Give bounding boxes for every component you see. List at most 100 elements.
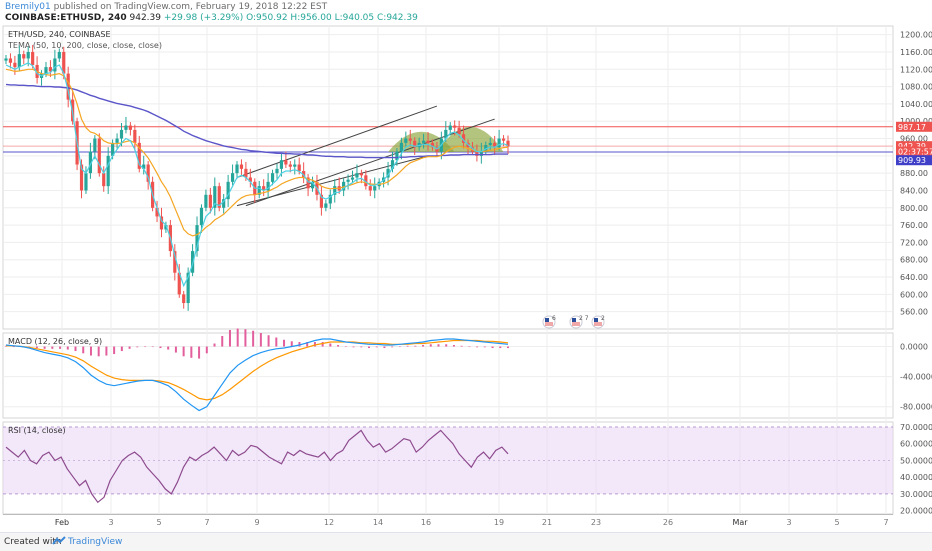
- macd-histogram-bar: [437, 344, 440, 347]
- price-tick-label: 1040.00: [900, 100, 932, 109]
- macd-histogram-bar: [507, 346, 509, 349]
- candle-body: [4, 58, 8, 61]
- macd-histogram-bar: [460, 345, 463, 347]
- candle-body: [479, 151, 483, 156]
- candle-body: [275, 168, 279, 174]
- macd-histogram-bar: [89, 346, 92, 356]
- macd-histogram-bar: [275, 337, 278, 347]
- candle-body: [8, 58, 13, 63]
- macd-tick-label: -40.0000: [900, 373, 932, 382]
- candle-body: [159, 216, 164, 230]
- macd-histogram-bar: [213, 343, 216, 347]
- price-tick-label: 720.00: [900, 238, 928, 247]
- x-tick-label: Mar: [732, 518, 748, 527]
- candle-body: [413, 140, 417, 148]
- ohlc-close: C:942.39: [377, 13, 418, 23]
- candle-body: [173, 251, 177, 273]
- tema-legend: TEMA (50, 10, 200, close, close, close): [7, 41, 162, 50]
- macd-signal-line: [6, 339, 509, 401]
- macd-histogram-bar: [367, 346, 370, 349]
- macd-histogram-bar: [66, 346, 69, 350]
- macd-line: [5, 338, 509, 412]
- candle-body: [177, 272, 181, 295]
- candle-body: [368, 186, 372, 191]
- macd-histogram-bar: [128, 346, 131, 349]
- macd-histogram-bar: [406, 345, 409, 347]
- macd-histogram-bar: [422, 345, 425, 347]
- footer: Created with TradingView: [0, 532, 932, 551]
- candle-body: [426, 140, 430, 143]
- macd-histogram-bar: [252, 330, 255, 347]
- macd-histogram-bar: [337, 345, 340, 347]
- macd-histogram-bar: [267, 335, 270, 347]
- macd-histogram-bar: [476, 346, 479, 348]
- candle-body: [195, 225, 199, 252]
- change: +29.98: [163, 13, 198, 23]
- x-tick-label: 3: [108, 518, 113, 527]
- candle-body: [373, 186, 377, 191]
- candle-body: [506, 140, 510, 147]
- candle-body: [297, 164, 301, 172]
- candle-body: [475, 151, 479, 156]
- event-badge-count: 2 7: [579, 315, 589, 322]
- candle-body: [390, 160, 395, 169]
- candle-body: [395, 151, 399, 161]
- candle-body: [106, 155, 110, 187]
- price-tick-label: 840.00: [900, 186, 928, 195]
- candle-body: [262, 186, 266, 191]
- x-tick-label: 7: [883, 518, 888, 527]
- macd-tick-label: 0.0000: [900, 343, 928, 352]
- candle-body: [17, 54, 21, 68]
- x-tick-label: 5: [834, 518, 839, 527]
- rsi-line: [5, 429, 509, 504]
- price-tick-label: 1160.00: [900, 48, 932, 57]
- candle-body: [493, 142, 497, 148]
- candle-body: [333, 186, 337, 195]
- rsi-legend: RSI (14, close): [8, 426, 66, 435]
- pair-legend: ETH/USD, 240, COINBASE: [8, 30, 111, 39]
- candle-body: [44, 67, 48, 74]
- candle-body: [244, 168, 248, 178]
- ohlc-open: O:950.92: [246, 13, 288, 23]
- candle-body: [342, 181, 346, 191]
- candle-body: [182, 294, 186, 304]
- tradingview-brand[interactable]: TradingView: [68, 537, 123, 547]
- price-tick-label: 800.00: [900, 204, 928, 213]
- author-link[interactable]: Bremily01: [5, 2, 51, 12]
- macd-histogram-bar: [167, 346, 170, 350]
- candle-body: [208, 194, 212, 208]
- candle-body: [53, 58, 57, 72]
- macd-histogram-bar: [198, 346, 201, 359]
- x-tick-label: 26: [663, 518, 673, 527]
- price-label-3: 02:37:57: [898, 148, 932, 157]
- price-tick-label: 960.00: [900, 135, 928, 144]
- price-tick-label: 1000.00: [900, 117, 932, 126]
- price-label-4: 909.93: [898, 156, 926, 165]
- macd-histogram-bar: [352, 346, 355, 348]
- price-tick-label: 600.00: [900, 290, 928, 299]
- macd-histogram-bar: [321, 342, 324, 347]
- x-tick-label: 9: [254, 518, 259, 527]
- candle-body: [97, 138, 101, 174]
- macd-histogram-bar: [306, 342, 309, 347]
- macd-histogram-bar: [228, 329, 231, 347]
- created-with-label: Created with: [4, 537, 62, 547]
- rsi-tick-label: 60.0000: [900, 440, 932, 449]
- candle-body: [222, 199, 226, 208]
- price-tick-label: 680.00: [900, 256, 928, 265]
- candle-body: [328, 194, 332, 204]
- price-tick-label: 1120.00: [900, 65, 932, 74]
- candle-body: [213, 186, 217, 208]
- candle-body: [421, 140, 426, 143]
- macd-histogram-bar: [298, 342, 301, 347]
- macd-histogram-bar: [236, 328, 239, 347]
- candle-body: [199, 207, 204, 226]
- candle-body: [257, 186, 261, 195]
- macd-histogram-bar: [414, 345, 417, 347]
- pane-frame-2: [2, 332, 894, 419]
- candle-body: [284, 160, 288, 165]
- change-pct: (+3.29%): [200, 13, 244, 23]
- price-tick-label: 1080.00: [900, 83, 932, 92]
- event-badge-count: 6: [552, 315, 556, 322]
